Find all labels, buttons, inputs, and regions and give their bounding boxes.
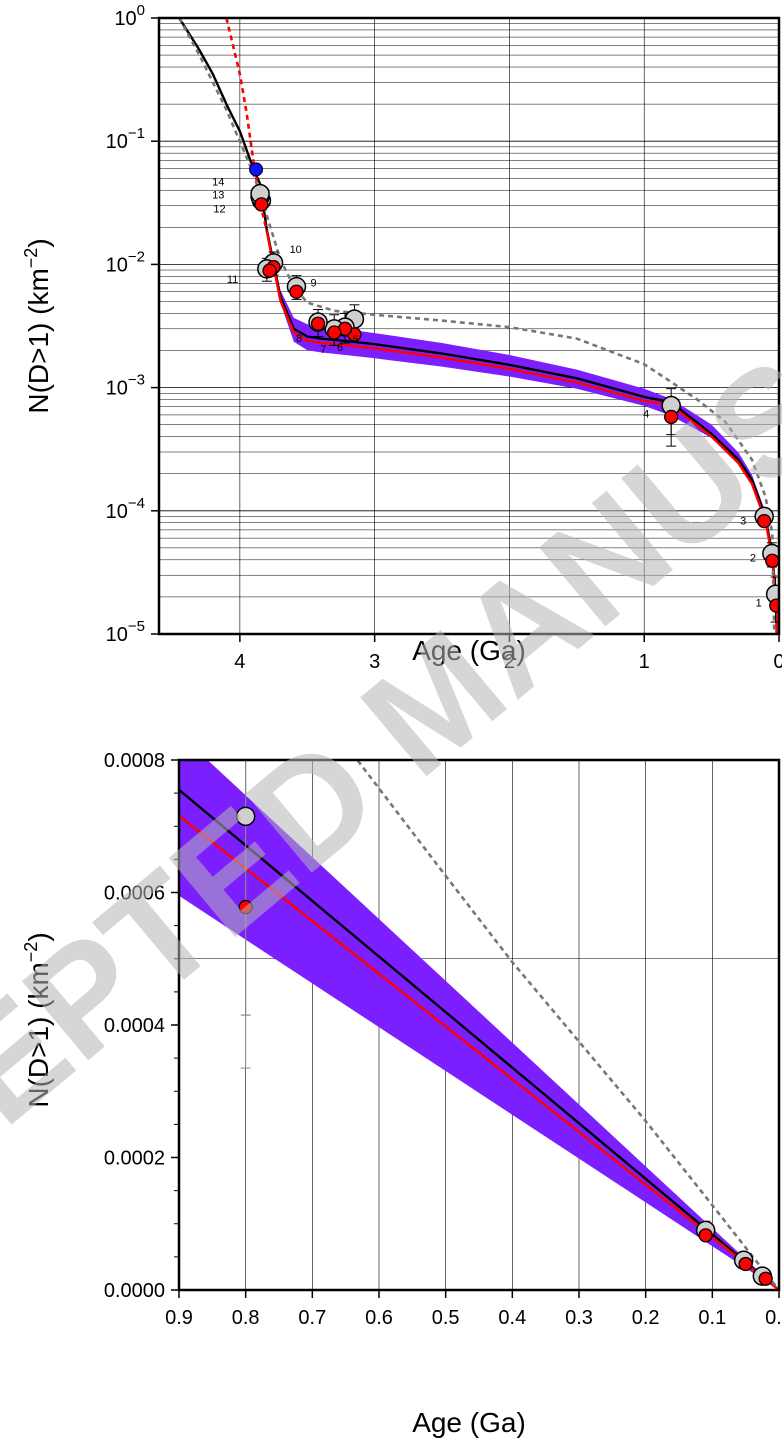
bottom-panel: N(D>1) (km−2) Age (Ga) 0.9 0.8 0.7 0.6 0.5 0.… xyxy=(21,750,782,1438)
y-tick-label: 0.0006 xyxy=(104,883,165,905)
red-data-point xyxy=(758,1271,773,1286)
y-tick-label: 0.0000 xyxy=(104,1280,165,1302)
blue-data-point xyxy=(249,162,264,177)
y-tick-exponent: 0 xyxy=(137,2,145,19)
y-axis-title-exponent: −2 xyxy=(21,248,41,269)
point-label: 4 xyxy=(643,409,649,421)
top-x-axis-title: Age (Ga) xyxy=(412,635,526,666)
point-label: 14 xyxy=(212,177,224,189)
x-tick-label: 3 xyxy=(369,651,380,673)
point-label: 11 xyxy=(227,274,238,286)
red-data-point xyxy=(262,263,277,278)
point-label: 2 xyxy=(750,553,756,565)
x-tick-label: 0.4 xyxy=(498,1307,526,1329)
y-axis-title-close: ) xyxy=(23,932,54,941)
red-data-point xyxy=(238,899,253,915)
red-data-point xyxy=(738,1256,753,1272)
point-label: 9 xyxy=(310,278,316,290)
y-tick-label: 10−1 xyxy=(106,125,145,153)
model-line xyxy=(178,18,778,634)
y-tick-base: 10 xyxy=(106,131,128,153)
plot-area xyxy=(179,760,779,1290)
red-data-point xyxy=(289,284,304,299)
y-axis-title-exponent: −2 xyxy=(21,942,41,963)
x-tick-label: 0.7 xyxy=(298,1307,326,1329)
red-data-point xyxy=(254,197,269,212)
y-tick-base: 10 xyxy=(114,8,136,30)
model-line xyxy=(179,814,779,1290)
y-axis-title-text: N(D>1) (km xyxy=(23,962,54,1107)
point-label: 7 xyxy=(320,344,326,356)
red-data-point xyxy=(698,1228,713,1243)
y-tick-label: 0.0004 xyxy=(104,1015,165,1037)
y-tick-label: 0.0008 xyxy=(104,750,165,772)
x-tick-label: 0.2 xyxy=(632,1307,660,1329)
y-tick-exponent: −2 xyxy=(128,248,145,265)
y-tick-exponent: −3 xyxy=(128,372,145,389)
point-label: 10 xyxy=(290,244,302,256)
y-tick-exponent: −5 xyxy=(128,618,145,635)
y-tick-exponent: −4 xyxy=(128,495,145,512)
x-tick-label: 0 xyxy=(773,651,782,673)
x-tick-label: 1 xyxy=(639,651,650,673)
plot-area xyxy=(178,18,779,634)
red-data-point xyxy=(664,409,679,425)
point-label: 8 xyxy=(296,333,302,345)
red-data-point xyxy=(310,316,326,331)
red-data-point xyxy=(327,325,342,340)
y-tick-label: 0.0002 xyxy=(104,1148,165,1170)
y-tick-base: 10 xyxy=(106,501,128,523)
bottom-y-axis-title: N(D>1) (km−2) xyxy=(21,932,54,1107)
red-data-point xyxy=(765,553,779,568)
point-label: 13 xyxy=(212,190,224,202)
y-tick-label: 100 xyxy=(114,2,145,30)
x-tick-label: 0.8 xyxy=(232,1307,260,1329)
red-data-point xyxy=(769,598,779,613)
svg-text:N(D>1) (km−2): N(D>1) (km−2) xyxy=(21,932,54,1107)
y-axis-title-text: N(D>1) (km xyxy=(23,268,54,413)
dashed-model-line xyxy=(355,760,779,1290)
point-label: 6 xyxy=(337,342,343,354)
plot-frame xyxy=(157,16,781,636)
gray-data-point xyxy=(235,806,256,827)
x-tick-label: 0.3 xyxy=(565,1307,593,1329)
y-tick-label: 10−4 xyxy=(106,495,145,523)
bottom-x-axis-title: Age (Ga) xyxy=(412,1407,526,1438)
y-tick-label: 10−2 xyxy=(106,248,145,276)
y-tick-base: 10 xyxy=(106,378,128,400)
y-axis-title-close: ) xyxy=(23,238,54,247)
model-line xyxy=(179,788,779,1290)
point-label: 3 xyxy=(740,515,746,527)
svg-text:N(D>1) (km−2): N(D>1) (km−2) xyxy=(21,238,54,413)
x-tick-label: 0.5 xyxy=(432,1307,460,1329)
point-label: 1 xyxy=(756,597,762,609)
x-tick-label: 0.9 xyxy=(165,1307,193,1329)
y-tick-base: 10 xyxy=(106,254,128,276)
y-tick-label: 10−3 xyxy=(106,372,145,400)
y-tick-label: 10−5 xyxy=(106,618,145,646)
x-tick-label: 0.1 xyxy=(698,1307,726,1329)
dashed-model-line xyxy=(178,18,776,634)
x-tick-label: 0.0 xyxy=(765,1307,782,1329)
top-panel: N(D>1) (km−2) Age (Ga) 12345678910111213… xyxy=(21,2,782,673)
y-tick-base: 10 xyxy=(106,624,128,646)
x-tick-label: 0.6 xyxy=(365,1307,393,1329)
point-label: 5 xyxy=(352,334,358,346)
top-y-axis-title: N(D>1) (km−2) xyxy=(21,238,54,413)
x-tick-label: 2 xyxy=(504,651,515,673)
y-tick-exponent: −1 xyxy=(128,125,145,142)
point-label: 12 xyxy=(213,204,225,216)
red-data-point xyxy=(757,513,772,529)
x-tick-label: 4 xyxy=(234,651,245,673)
uncertainty-band xyxy=(179,760,779,1290)
